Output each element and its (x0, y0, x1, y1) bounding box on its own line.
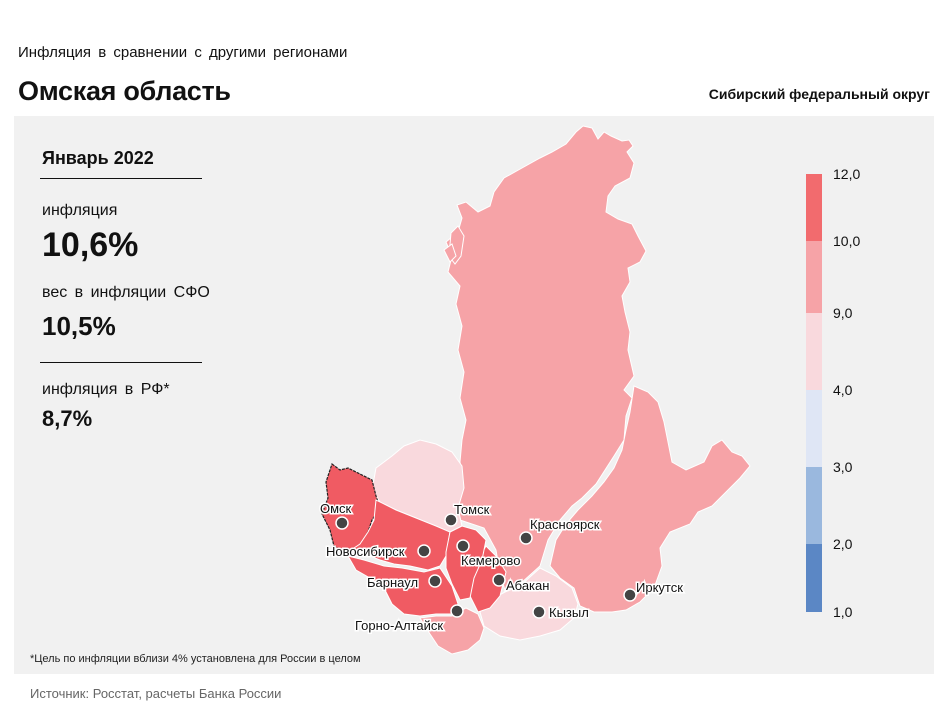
inflation-value: 10,6% (42, 226, 139, 264)
source-note: Источник: Росстат, расчеты Банка России (30, 686, 282, 701)
legend-bin (806, 467, 822, 544)
legend-tick-label: 4,0 (833, 382, 853, 398)
legend-tick-label: 1,0 (833, 604, 853, 620)
city-irkutsk-marker[interactable]: Иркутск Иркутск (623, 579, 685, 602)
period-label: Январь 2022 (42, 148, 154, 168)
svg-text:Кызыл: Кызыл (549, 605, 589, 620)
city-tomsk-label: Томск (454, 502, 490, 517)
city-kyzyl-marker[interactable]: Кызыл Кызыл (532, 604, 590, 622)
rf-inflation-value: 8,7% (42, 406, 93, 431)
inflation-label: инфляция (42, 202, 118, 219)
svg-text:Барнаул: Барнаул (367, 575, 418, 590)
chart-subtitle: Инфляция в сравнении с другими регионами (18, 44, 348, 61)
city-tomsk-marker[interactable]: Томск Томск (444, 501, 491, 527)
footnote: *Цель по инфляции вблизи 4% установлена … (30, 653, 361, 665)
city-kyzyl-label: Кызыл (549, 605, 589, 620)
rf-inflation-label: инфляция в РФ* (42, 381, 170, 398)
svg-text:Кемерово: Кемерово (461, 553, 520, 568)
legend-tick-label: 2,0 (833, 536, 853, 552)
city-barnaul-label: Барнаул (367, 575, 418, 590)
divider-bottom (40, 362, 202, 363)
legend-tick-label: 10,0 (833, 233, 860, 249)
legend-bin (806, 241, 822, 313)
legend-tick-label: 3,0 (833, 459, 853, 475)
city-omsk-label: Омск (320, 501, 352, 516)
city-gorno-altaysk-label: Горно-Алтайск (355, 618, 443, 633)
svg-text:Абакан: Абакан (506, 578, 549, 593)
weight-value: 10,5% (42, 311, 116, 341)
legend-bin (806, 390, 822, 467)
legend-bin (806, 544, 822, 612)
city-barnaul-marker[interactable]: Барнаул Барнаул (366, 574, 442, 592)
city-omsk-marker[interactable]: Омск Омск (319, 500, 353, 530)
svg-text:Иркутск: Иркутск (636, 580, 683, 595)
city-krasnoyarsk-marker[interactable]: Красноярск Красноярск (519, 516, 601, 545)
region-title: Омская область (18, 76, 231, 106)
weight-label: вес в инфляции СФО (42, 284, 210, 301)
legend-tick-label: 12,0 (833, 166, 860, 182)
divider-top (40, 178, 202, 179)
city-novosibirsk-marker[interactable]: Новосибирск Новосибирск (325, 543, 431, 561)
city-gorno-altaysk-marker[interactable]: Горно-Алтайск Горно-Алтайск (354, 604, 464, 635)
city-kemerovo-marker[interactable]: Кемерово Кемерово (456, 539, 522, 570)
svg-text:Омск: Омск (320, 501, 352, 516)
region-kemerovo (445, 525, 487, 601)
legend-bin (806, 174, 822, 241)
region-krasnoyarsk-peninsula (443, 243, 457, 263)
legend-tick-label: 9,0 (833, 305, 853, 321)
legend-bin (806, 313, 822, 390)
region-irkutsk (549, 385, 751, 613)
svg-text:Горно-Алтайск: Горно-Алтайск (355, 618, 443, 633)
region-krasnoyarsk (445, 125, 647, 591)
district-label: Сибирский федеральный округ (708, 86, 930, 102)
svg-text:Томск: Томск (454, 502, 490, 517)
svg-text:Новосибирск: Новосибирск (326, 544, 405, 559)
region-altai-republic (419, 607, 485, 655)
city-novosibirsk-label: Новосибирск (326, 544, 405, 559)
city-abakan-marker[interactable]: Абакан Абакан (492, 573, 551, 595)
city-krasnoyarsk-label: Красноярск (530, 517, 600, 532)
city-irkutsk-label: Иркутск (636, 580, 683, 595)
color-legend: 12,0 10,0 9,0 4,0 3,0 2,0 1,0 (806, 166, 860, 620)
svg-text:Красноярск: Красноярск (530, 517, 600, 532)
city-abakan-label: Абакан (506, 578, 549, 593)
city-kemerovo-label: Кемерово (461, 553, 520, 568)
region-tyva (479, 567, 579, 641)
